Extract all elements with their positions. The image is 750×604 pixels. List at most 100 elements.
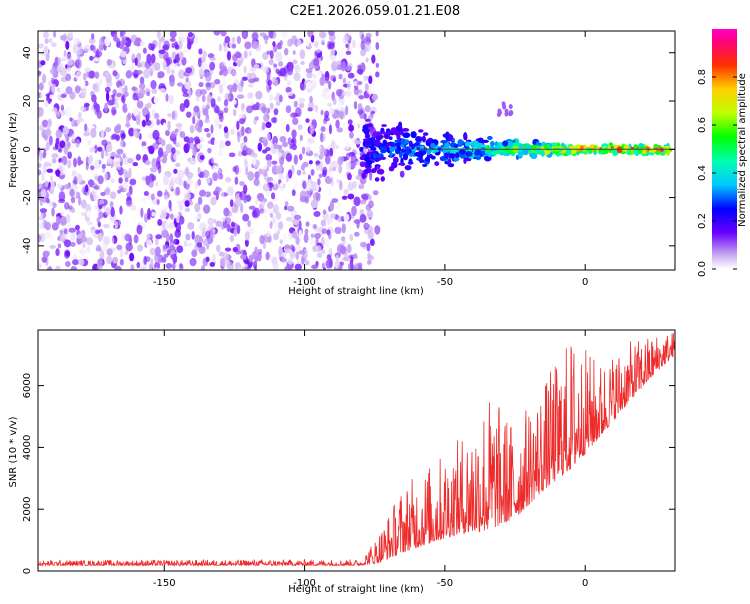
noise-cell [257,251,262,262]
noise-cell [185,111,192,118]
noise-cell [210,124,214,134]
noise-cell [323,267,327,270]
signal-cell [411,145,415,150]
noise-cell [305,118,310,123]
noise-cell [245,147,252,156]
noise-cell [337,215,342,223]
noise-cell [262,170,268,177]
noise-cell [204,118,210,124]
noise-cell [179,51,184,61]
signal-cell [405,147,410,155]
noise-cell [285,152,293,162]
noise-cell [121,87,125,93]
noise-cell [100,128,105,139]
noise-cell [170,69,175,75]
noise-cell [271,216,276,225]
noise-cell [178,203,184,211]
noise-cell [223,99,229,107]
noise-cell [122,152,126,159]
noise-cell [259,32,267,37]
noise-cell [44,231,52,240]
noise-cell [251,209,258,218]
noise-cell [279,155,285,166]
noise-cell [130,264,135,270]
noise-cell [136,70,143,75]
signal-cell [477,137,484,144]
noise-cell [151,87,158,95]
noise-cell [140,197,148,202]
noise-cell [56,215,61,226]
noise-cell [168,222,176,229]
noise-cell [194,35,199,44]
noise-cell [233,109,237,117]
noise-cell [97,175,104,185]
noise-cell [110,178,115,184]
noise-cell [368,75,373,85]
noise-cell [269,253,273,262]
noise-cell [222,76,226,87]
noise-cell [269,221,273,229]
noise-cell [150,193,155,201]
noise-cell [353,196,361,207]
noise-cell [334,226,342,235]
noise-cell [50,77,55,84]
noise-cell [355,174,362,181]
noise-cell [179,102,186,112]
noise-cell [229,234,235,243]
signal-cell [419,145,425,149]
noise-cell [197,57,202,68]
noise-cell [273,142,278,150]
noise-cell [342,120,349,129]
noise-cell [242,213,250,222]
noise-cell [97,146,103,152]
signal-cell [474,149,482,156]
noise-cell [84,123,88,132]
noise-cell [87,220,93,226]
noise-cell [241,31,249,40]
noise-cell [303,233,309,244]
noise-cell [371,54,376,64]
noise-cell [301,146,306,155]
noise-cell [194,187,198,197]
noise-cell [183,45,188,54]
noise-cell [83,72,87,81]
noise-cell [44,180,49,188]
noise-cell [40,60,46,66]
noise-cell [138,89,146,96]
noise-cell [155,267,159,270]
noise-cell [198,245,206,255]
noise-cell [366,259,372,265]
noise-cell [285,105,292,114]
signal-cell [576,149,581,153]
noise-cell [125,200,133,207]
signal-cell [362,124,369,131]
noise-cell [183,98,190,109]
noise-cell [57,183,63,189]
signal-cell [489,140,495,147]
noise-cell [119,249,124,258]
noise-cell [149,247,157,256]
signal-cell [370,151,379,154]
noise-cell [259,234,265,245]
noise-cell [369,170,373,181]
noise-cell [229,199,234,207]
signal-cell [444,152,449,158]
noise-cell [314,50,318,58]
signal-cell [485,145,492,152]
noise-cell [239,181,245,186]
noise-cell [236,94,245,99]
noise-cell [345,43,349,48]
noise-cell [205,256,210,263]
noise-cell [236,224,241,235]
noise-cell [45,141,51,151]
signal-cell [453,144,459,148]
noise-cell [294,100,298,108]
signal-cell [415,136,423,142]
noise-cell [168,245,176,252]
noise-cell [151,43,156,50]
noise-cell [271,117,277,123]
noise-cell [347,181,354,191]
signal-cell [508,104,513,110]
noise-cell [173,58,177,64]
spectrogram-frame [37,30,676,271]
